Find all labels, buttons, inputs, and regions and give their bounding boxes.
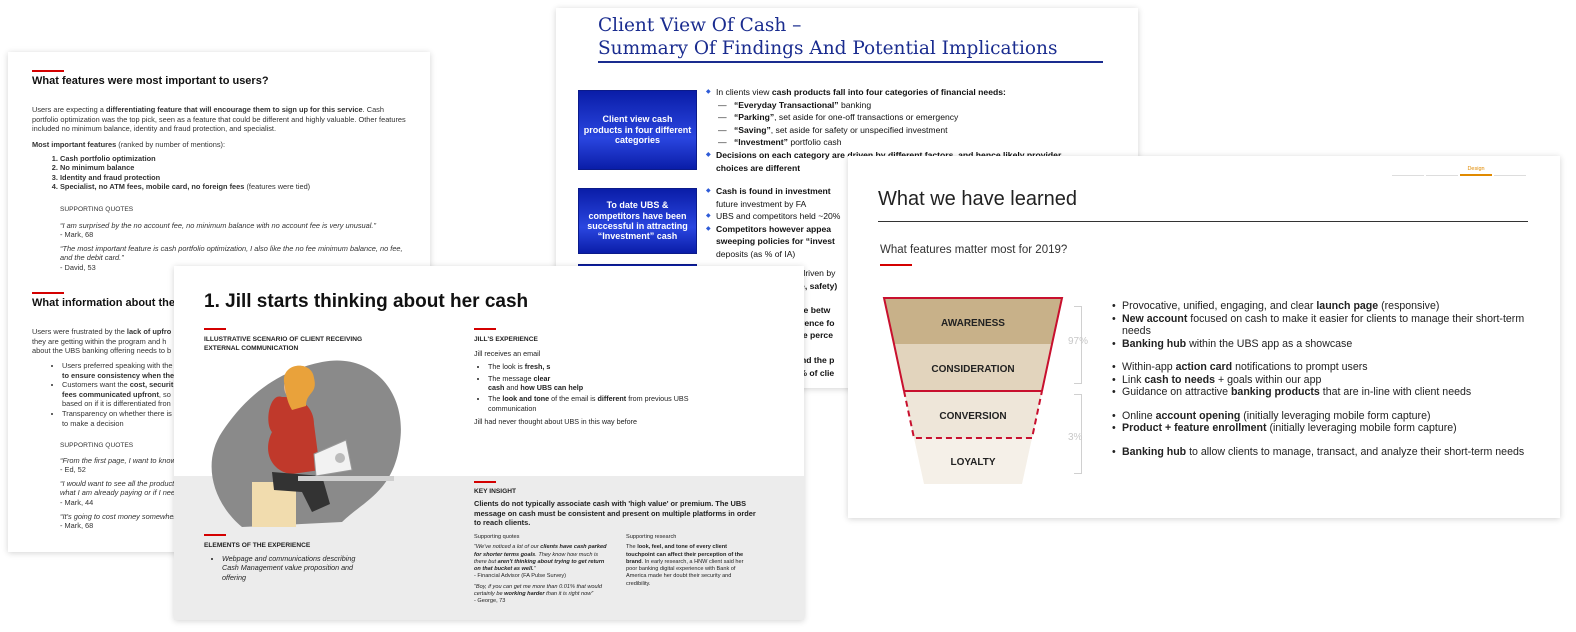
list-item: The look is fresh, s xyxy=(488,362,734,371)
funnel-conversion xyxy=(904,391,1042,438)
elements-caption: ELEMENTS OF THE EXPERIENCE xyxy=(204,542,311,549)
list-item: Cash portfolio optimization xyxy=(60,154,412,164)
section-heading-features: What features were most important to use… xyxy=(32,75,269,87)
red-accent-bar xyxy=(474,481,496,483)
funnel-awareness xyxy=(884,298,1062,344)
list-item: New account focused on cash to make it e… xyxy=(1110,313,1550,338)
slide-what-we-have-learned: Design What we have learned What feature… xyxy=(848,156,1560,518)
supporting-quotes-2: SUPPORTING QUOTES “From the first page, … xyxy=(60,442,181,531)
slide-title: 1. Jill starts thinking about her cash xyxy=(204,291,529,312)
funnel-label-consideration: CONSIDERATION xyxy=(931,364,1014,375)
slide-title: Client View Of Cash – Summary Of Finding… xyxy=(598,15,1058,59)
funnel-label-conversion: CONVERSION xyxy=(939,411,1006,422)
section-tab[interactable] xyxy=(1426,166,1458,176)
list-item: “Investment” portfolio cash xyxy=(706,136,1106,149)
list-item: “Parking”, set aside for one-off transac… xyxy=(706,111,1106,124)
information-body: Users were frustrated by the lack of upf… xyxy=(32,327,412,428)
bracket-bottom xyxy=(1074,394,1082,474)
slide-subtitle: What features matter most for 2019? xyxy=(880,244,1068,256)
percent-bottom: 3% xyxy=(1068,432,1083,443)
funnel-label-loyalty: LOYALTY xyxy=(950,457,995,468)
finding-box-investment: To date UBS & competitors have been succ… xyxy=(578,188,697,254)
list-item: No minimum balance xyxy=(60,163,412,173)
section-tab[interactable] xyxy=(1494,166,1526,176)
features-ranked-list: Cash portfolio optimization No minimum b… xyxy=(32,154,412,193)
title-rule xyxy=(598,61,1103,63)
funnel-loyalty xyxy=(914,438,1032,484)
section-tab-design[interactable]: Design xyxy=(1460,166,1492,176)
red-accent-bar xyxy=(474,328,496,330)
list-item: Decisions on each category are driven by… xyxy=(706,149,1106,174)
elements-list: Webpage and communications describing Ca… xyxy=(208,554,358,584)
list-item: “Everyday Transactional” banking xyxy=(706,99,1106,112)
list-item: Guidance on attractive banking products … xyxy=(1110,386,1550,399)
section-tabs: Design xyxy=(1392,166,1526,176)
red-accent-bar xyxy=(32,70,64,72)
marketing-funnel: AWARENESS CONSIDERATION CONVERSION LOYAL… xyxy=(882,297,1064,484)
jill-illustration xyxy=(211,360,401,527)
slide-jill-journey: 1. Jill starts thinking about her cash I… xyxy=(174,266,804,620)
supporting-quotes-1: SUPPORTING QUOTES “I am surprised by the… xyxy=(60,206,403,273)
list-item: Within-app action card notifications to … xyxy=(1110,361,1550,374)
funnel-consideration xyxy=(894,344,1052,391)
key-insight-text: Clients do not typically associate cash … xyxy=(474,499,756,528)
finding-box-categories: Client view cash products in four differ… xyxy=(578,90,697,170)
red-accent-bar xyxy=(204,534,226,536)
list-item: Banking hub to allow clients to manage, … xyxy=(1110,446,1550,459)
supporting-quotes: Supporting quotes “We've noticed a lot o… xyxy=(474,534,607,605)
illustration-caption: ILLUSTRATIVE SCENARIO OF CLIENT RECEIVIN… xyxy=(204,336,363,352)
experience-caption: JILL'S EXPERIENCE xyxy=(474,336,538,343)
list-item: Online account opening (initially levera… xyxy=(1110,410,1550,423)
red-accent-bar xyxy=(32,292,64,294)
list-item: Link cash to needs + goals within our ap… xyxy=(1110,374,1550,387)
section-tab[interactable] xyxy=(1392,166,1424,176)
red-accent-bar xyxy=(204,328,226,330)
list-item: Provocative, unified, engaging, and clea… xyxy=(1110,300,1550,313)
key-insight-caption: KEY INSIGHT xyxy=(474,488,517,495)
list-item: Banking hub within the UBS app as a show… xyxy=(1110,338,1550,351)
jill-experience: Jill receives an email The look is fresh… xyxy=(474,349,734,427)
list-item: In clients view cash products fall into … xyxy=(706,86,1106,99)
list-item: Identity and fraud protection xyxy=(60,173,412,183)
list-item: Product + feature enrollment (initially … xyxy=(1110,422,1550,435)
list-item: Specialist, no ATM fees, mobile card, no… xyxy=(60,182,412,192)
findings-group-1: In clients view cash products fall into … xyxy=(706,86,1106,174)
bracket-top xyxy=(1074,306,1082,384)
percent-top: 97% xyxy=(1068,336,1089,347)
list-item: “Saving”, set aside for safety or unspec… xyxy=(706,124,1106,137)
slide-title: What we have learned xyxy=(878,188,1078,210)
title-rule xyxy=(878,221,1528,222)
section-heading-information: What information about the c xyxy=(32,297,185,309)
list-item: UBS and competitors held ~20% xyxy=(706,210,1106,223)
features-intro: Users are expecting a differentiating fe… xyxy=(32,105,412,192)
list-item: The look and tone of the email is differ… xyxy=(488,394,734,413)
supporting-research: Supporting research The look, feel, and … xyxy=(626,534,744,587)
learnings-list: Provocative, unified, engaging, and clea… xyxy=(1110,300,1550,469)
funnel-label-awareness: AWARENESS xyxy=(941,318,1005,329)
red-accent-bar xyxy=(880,264,912,266)
list-item: Webpage and communications describing Ca… xyxy=(222,554,358,582)
